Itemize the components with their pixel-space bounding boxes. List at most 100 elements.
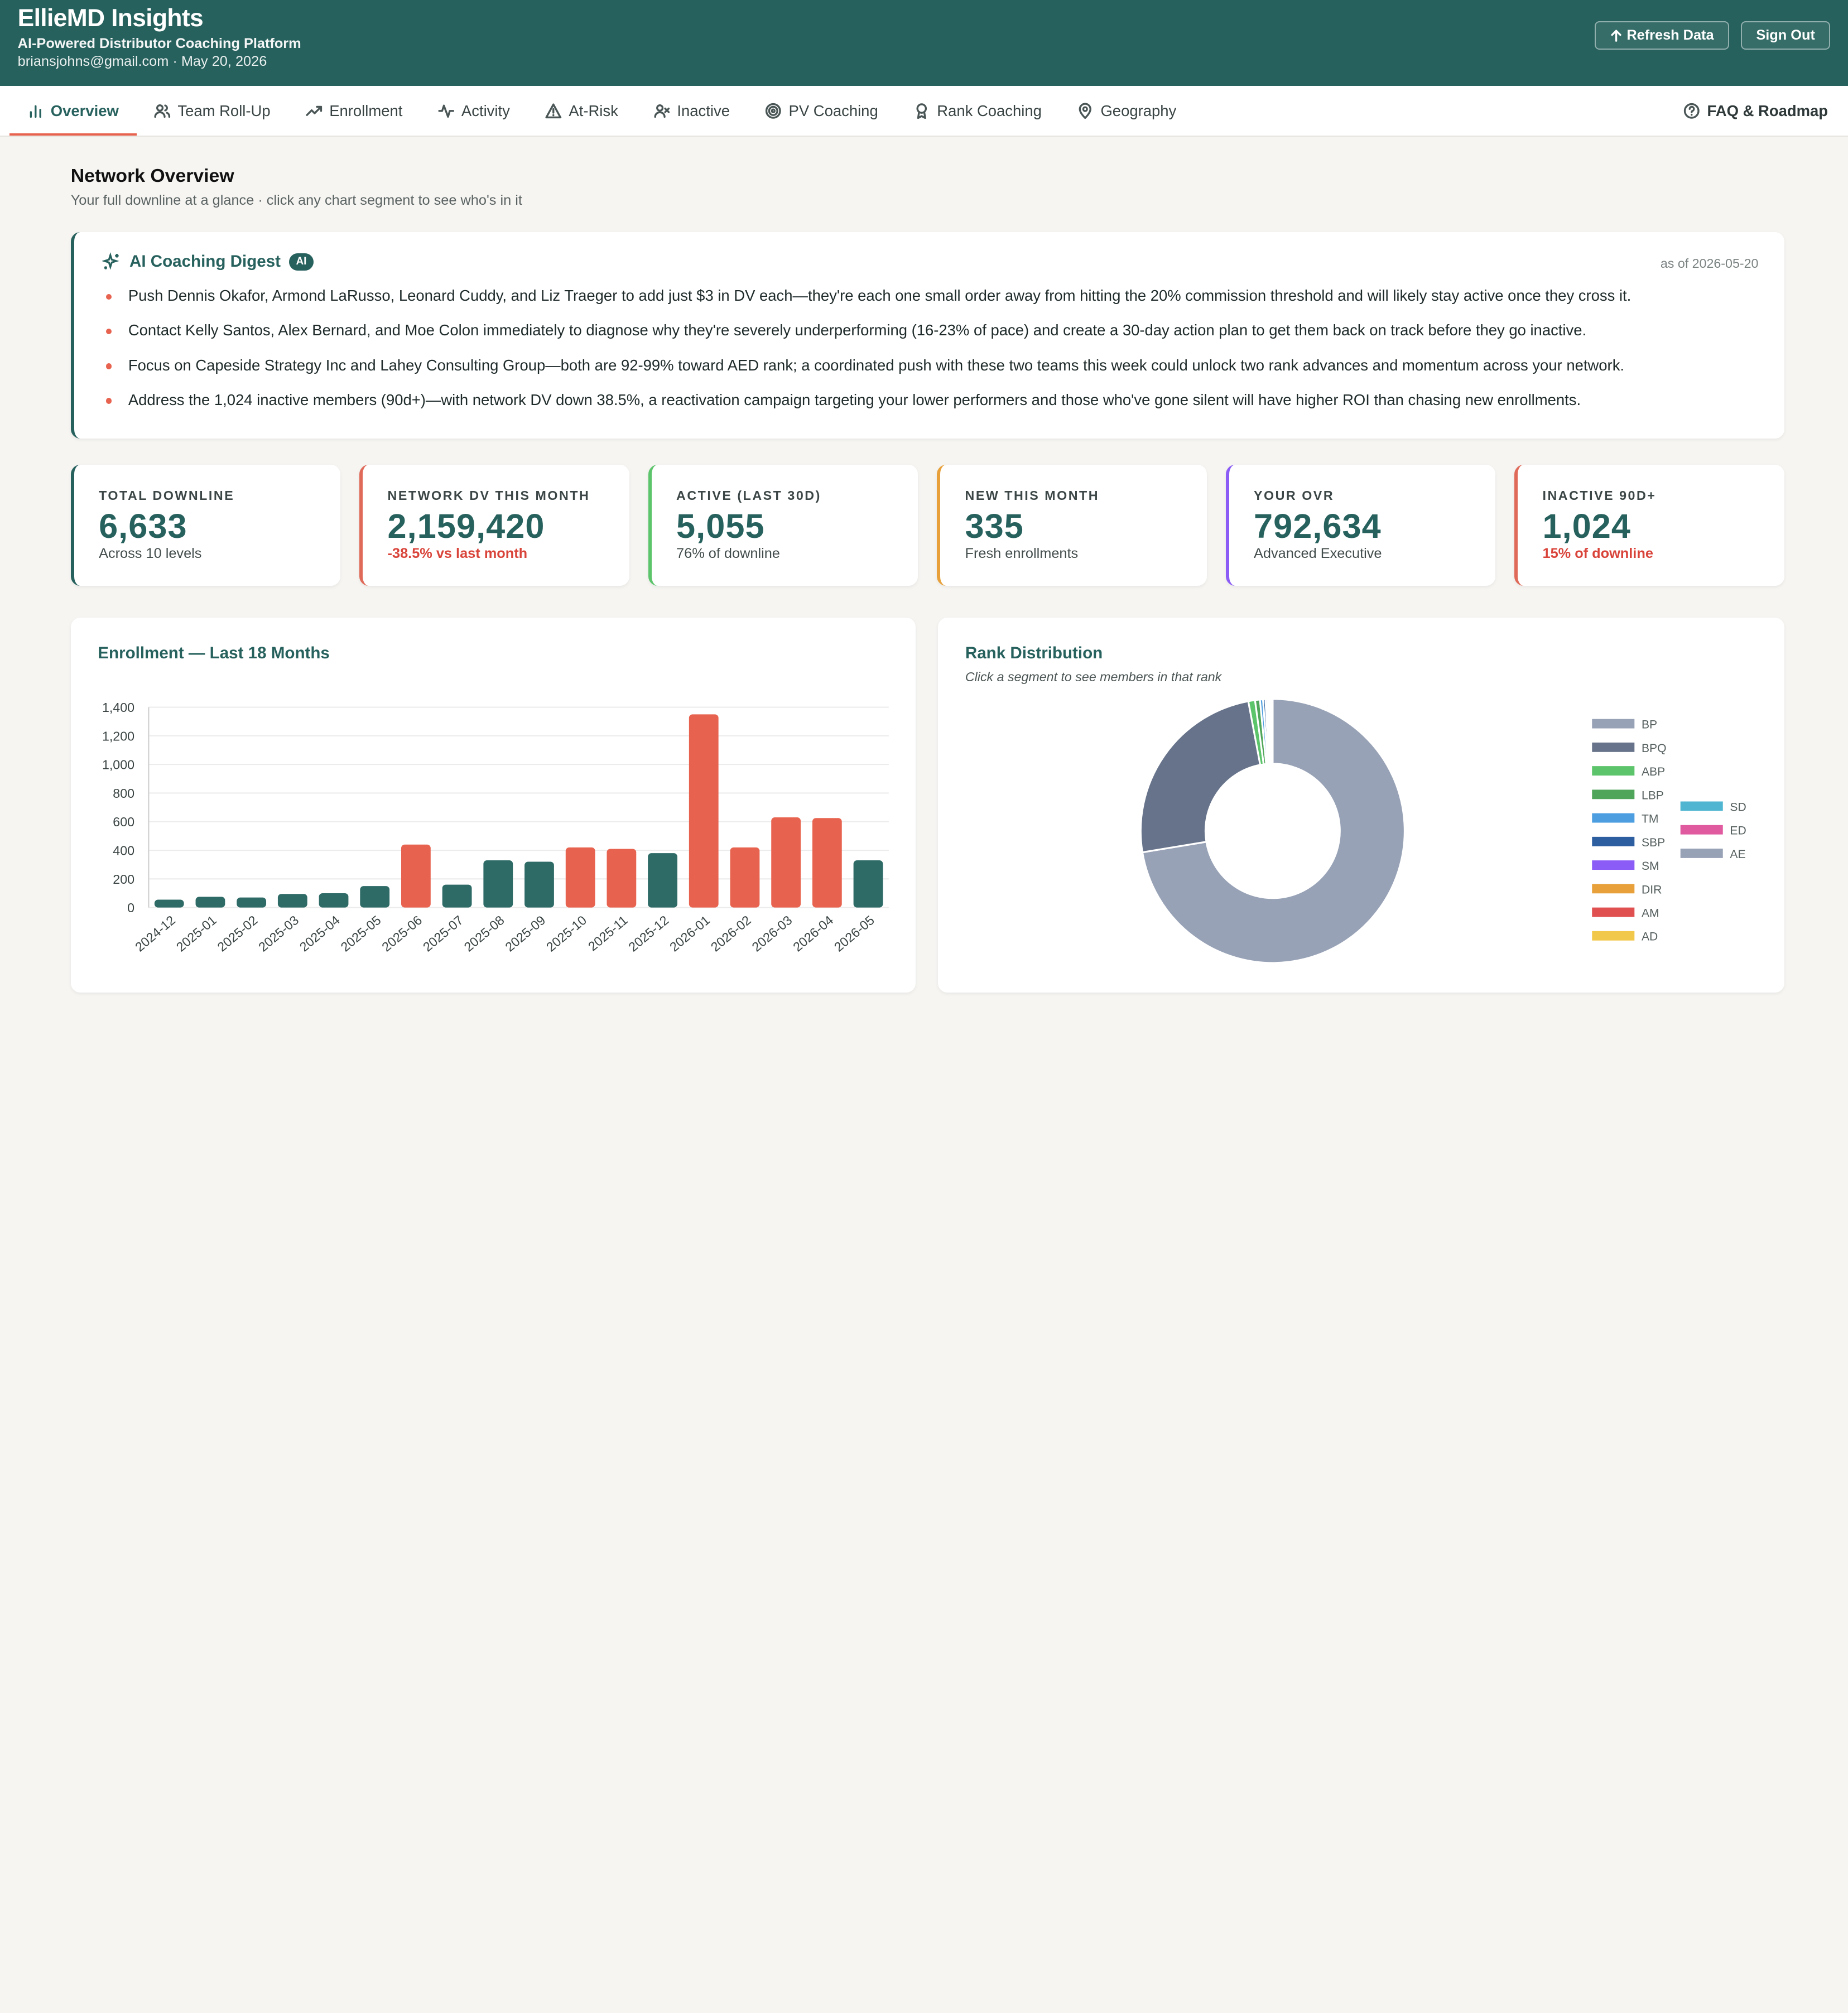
stat-active-30d: ACTIVE (LAST 30D) 5,055 76% of downline — [648, 464, 918, 586]
sign-out-button[interactable]: Sign Out — [1741, 21, 1831, 50]
legend-swatch[interactable] — [1592, 719, 1635, 729]
tab-label: Activity — [461, 102, 510, 119]
bar[interactable] — [236, 897, 266, 908]
legend-swatch[interactable] — [1592, 836, 1635, 846]
tab-label: Geography — [1100, 102, 1177, 119]
legend-label[interactable]: ABP — [1642, 765, 1665, 778]
page-subtitle: Your full downline at a glance · click a… — [70, 192, 522, 209]
x-tick-label: 2026-01 — [667, 913, 713, 955]
rank-chart-card: Rank Distribution Click a segment to see… — [938, 618, 1784, 993]
tab-team-roll-up[interactable]: Team Roll-Up — [137, 86, 288, 136]
y-tick-label: 1,000 — [102, 758, 134, 772]
stat-value: 1,024 — [1542, 507, 1632, 546]
x-tick-label: 2024-12 — [132, 913, 178, 955]
faq-roadmap-link[interactable]: FAQ & Roadmap — [1666, 86, 1846, 136]
bar[interactable] — [853, 860, 883, 908]
legend-label[interactable]: AD — [1642, 931, 1658, 943]
tab-geography[interactable]: Geography — [1060, 86, 1194, 136]
legend-label[interactable]: SD — [1730, 801, 1746, 814]
stat-your-ovr: YOUR OVR 792,634 Advanced Executive — [1225, 464, 1496, 586]
legend-swatch[interactable] — [1592, 907, 1635, 917]
x-tick-label: 2025-08 — [461, 913, 507, 955]
bar[interactable] — [730, 847, 760, 908]
app-subtitle: AI-Powered Distributor Coaching Platform — [17, 36, 301, 52]
bar[interactable] — [647, 853, 677, 908]
tab-inactive[interactable]: Inactive — [636, 86, 748, 136]
legend-label[interactable]: AE — [1730, 848, 1746, 861]
digest-item: Contact Kelly Santos, Alex Bernard, and … — [102, 313, 1758, 348]
bar[interactable] — [689, 714, 719, 908]
bar[interactable] — [360, 886, 389, 908]
x-tick-label: 2025-05 — [338, 913, 383, 955]
x-tick-label: 2025-10 — [543, 913, 589, 955]
bar[interactable] — [277, 894, 307, 908]
digest-item: Push Dennis Okafor, Armond LaRusso, Leon… — [102, 278, 1758, 313]
bar[interactable] — [483, 860, 513, 908]
legend-label[interactable]: SBP — [1642, 836, 1665, 849]
x-tick-label: 2025-03 — [256, 913, 301, 955]
x-tick-label: 2025-12 — [625, 913, 671, 955]
x-tick-label: 2025-09 — [502, 913, 548, 955]
x-tick-label: 2026-03 — [749, 913, 795, 955]
legend-label[interactable]: BPQ — [1642, 742, 1667, 755]
donut-slice[interactable] — [1139, 700, 1262, 854]
tab-overview[interactable]: Overview — [9, 86, 137, 136]
tab-activity[interactable]: Activity — [420, 86, 527, 136]
tab-at-risk[interactable]: At-Risk — [528, 86, 636, 136]
donut-slice[interactable] — [1271, 698, 1274, 765]
legend-swatch[interactable] — [1680, 801, 1724, 811]
legend-label[interactable]: ED — [1730, 825, 1746, 837]
bar-chart-icon — [30, 105, 41, 118]
award-icon — [916, 103, 927, 119]
legend-label[interactable]: TM — [1642, 813, 1658, 826]
legend-label[interactable]: AM — [1642, 907, 1659, 920]
refresh-data-button[interactable]: Refresh Data — [1595, 21, 1729, 50]
bar[interactable] — [154, 899, 184, 908]
x-tick-label: 2026-05 — [831, 913, 877, 955]
legend-label[interactable]: SM — [1642, 860, 1659, 873]
legend-swatch[interactable] — [1592, 766, 1635, 776]
bar[interactable] — [195, 897, 225, 908]
donut-slice[interactable] — [1141, 698, 1406, 964]
legend-swatch[interactable] — [1680, 849, 1724, 858]
user-info: briansjohns@gmail.com · May 20, 2026 — [17, 54, 267, 70]
legend-label[interactable]: DIR — [1642, 883, 1662, 896]
legend-swatch[interactable] — [1592, 813, 1635, 823]
enrollment-bar-chart: 02004006008001,0001,2001,4002024-122025-… — [102, 700, 889, 955]
bar[interactable] — [607, 849, 636, 908]
bar[interactable] — [524, 861, 554, 908]
legend-swatch[interactable] — [1680, 825, 1724, 835]
stat-network-dv: NETWORK DV THIS MONTH 2,159,420 -38.5% v… — [359, 464, 629, 586]
tab-enrollment[interactable]: Enrollment — [288, 86, 420, 136]
bar[interactable] — [565, 847, 595, 908]
stat-value: 5,055 — [676, 507, 765, 546]
digest-date: as of 2026-05-20 — [1660, 256, 1759, 271]
bar[interactable] — [771, 817, 801, 908]
legend-swatch[interactable] — [1592, 860, 1635, 870]
y-tick-label: 1,400 — [102, 700, 134, 715]
bar[interactable] — [812, 818, 842, 908]
bar[interactable] — [401, 844, 431, 908]
enrollment-chart-title: Enrollment — Last 18 Months — [98, 643, 330, 662]
user-x-icon — [654, 104, 670, 118]
stat-label: TOTAL DOWNLINE — [99, 488, 235, 503]
rank-chart-subtitle: Click a segment to see members in that r… — [965, 670, 1222, 685]
stat-label: YOUR OVR — [1254, 488, 1335, 503]
digest-item: Address the 1,024 inactive members (90d+… — [102, 383, 1758, 417]
legend-label[interactable]: BP — [1642, 719, 1657, 731]
bar[interactable] — [319, 893, 349, 908]
tab-pv-coaching[interactable]: PV Coaching — [748, 86, 896, 136]
stat-value: 2,159,420 — [387, 507, 545, 546]
sign-out-label: Sign Out — [1756, 27, 1815, 43]
page-title: Network Overview — [70, 165, 234, 186]
bar[interactable] — [442, 884, 472, 908]
legend-swatch[interactable] — [1592, 931, 1635, 941]
legend-swatch[interactable] — [1592, 789, 1635, 800]
legend-swatch[interactable] — [1592, 743, 1635, 752]
legend-swatch[interactable] — [1592, 884, 1635, 894]
legend-label[interactable]: LBP — [1642, 789, 1664, 802]
header-actions: Refresh Data Sign Out — [1595, 21, 1831, 50]
target-icon — [766, 103, 782, 119]
tab-rank-coaching[interactable]: Rank Coaching — [896, 86, 1059, 136]
x-tick-label: 2025-06 — [379, 913, 425, 955]
